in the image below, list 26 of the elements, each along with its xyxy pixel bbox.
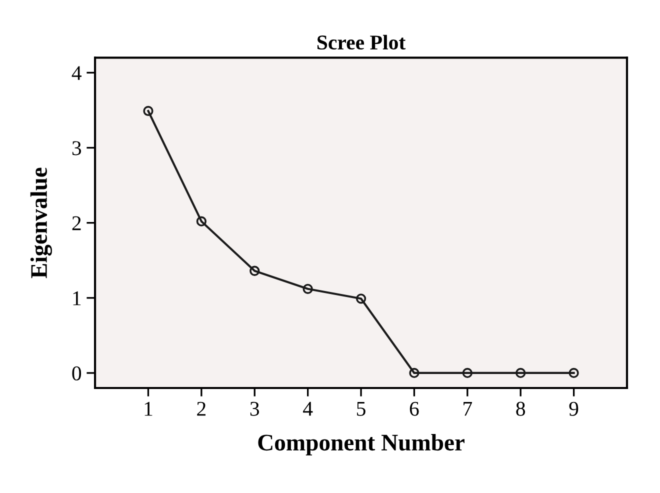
point	[356, 294, 366, 304]
x-axis-title: Component Number	[258, 434, 464, 456]
x-tick-label: 7	[464, 402, 472, 416]
x-tick-label: 2	[197, 402, 206, 416]
y-tick-label: 3	[72, 141, 82, 156]
x-tick-label: 4	[303, 402, 313, 416]
chart-title: Scree Plot	[317, 34, 406, 50]
point	[409, 368, 420, 378]
point	[250, 266, 260, 276]
y-axis-title: Eigenvalue	[30, 168, 52, 278]
x-tick-label: 9	[569, 402, 578, 416]
point	[143, 106, 154, 116]
x-tick-label: 8	[516, 402, 526, 416]
y-tick-label: 2	[72, 216, 81, 230]
y-tick-label: 1	[73, 291, 81, 306]
x-tick-label: 3	[250, 402, 260, 416]
y-tick-label: 0	[72, 366, 82, 380]
point	[462, 368, 472, 378]
y-tick-label: 4	[72, 66, 82, 80]
point	[516, 368, 526, 378]
x-tick-label: 1	[144, 402, 152, 416]
point	[302, 284, 313, 294]
point	[568, 368, 579, 378]
x-tick-label: 5	[357, 402, 366, 416]
x-tick-label: 6	[410, 402, 419, 416]
point	[196, 216, 207, 226]
